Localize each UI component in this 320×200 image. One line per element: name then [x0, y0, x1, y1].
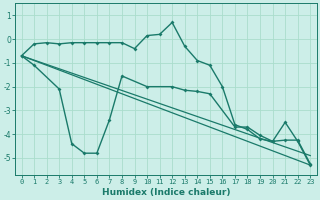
- X-axis label: Humidex (Indice chaleur): Humidex (Indice chaleur): [102, 188, 230, 197]
